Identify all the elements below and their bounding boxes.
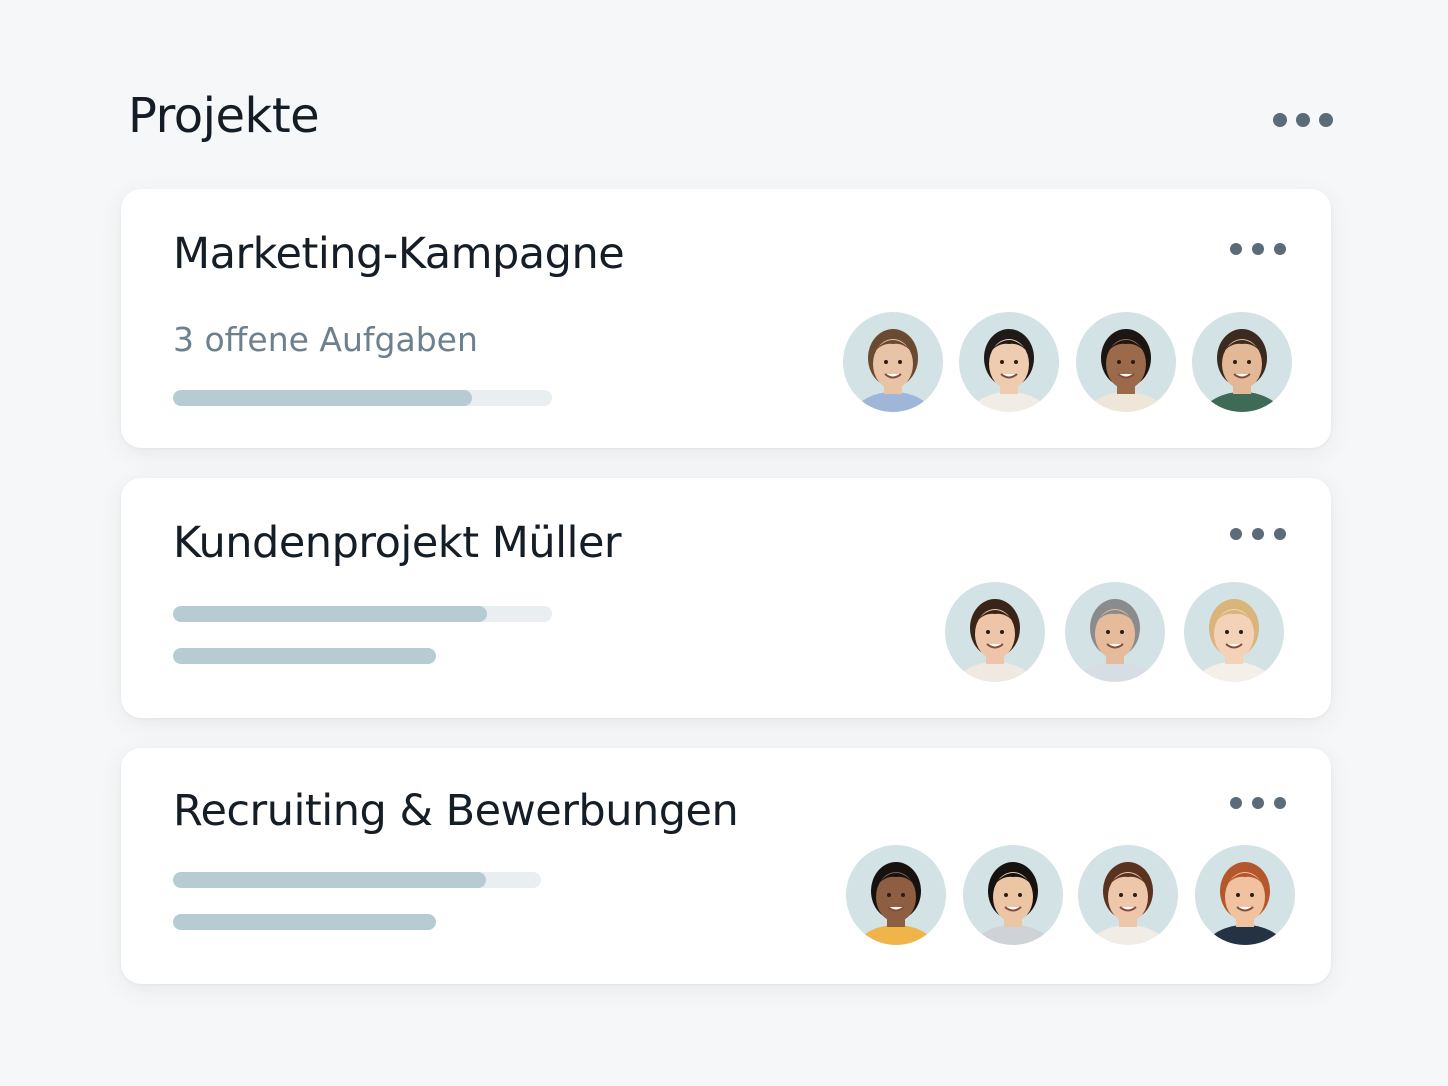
progress-fill	[173, 872, 486, 888]
page-title: Projekte	[128, 88, 320, 144]
project-card[interactable]: Recruiting & Bewerbungen	[121, 748, 1331, 984]
project-name: Kundenprojekt Müller	[173, 518, 622, 568]
project-name: Recruiting & Bewerbungen	[173, 786, 739, 836]
progress-track	[173, 390, 552, 406]
progress-track	[173, 872, 541, 888]
progress-track	[173, 606, 552, 622]
project-subtitle: 3 offene Aufgaben	[173, 320, 478, 359]
project-card[interactable]: Kundenprojekt Müller	[121, 478, 1331, 718]
progress-fill	[173, 390, 472, 406]
more-button[interactable]	[1268, 108, 1338, 132]
placeholder-bar	[173, 648, 436, 664]
progress-fill	[173, 606, 487, 622]
project-card[interactable]: Marketing-Kampagne 3 offene Aufgaben	[121, 189, 1331, 448]
placeholder-bar	[173, 914, 436, 930]
project-name: Marketing-Kampagne	[173, 229, 625, 279]
